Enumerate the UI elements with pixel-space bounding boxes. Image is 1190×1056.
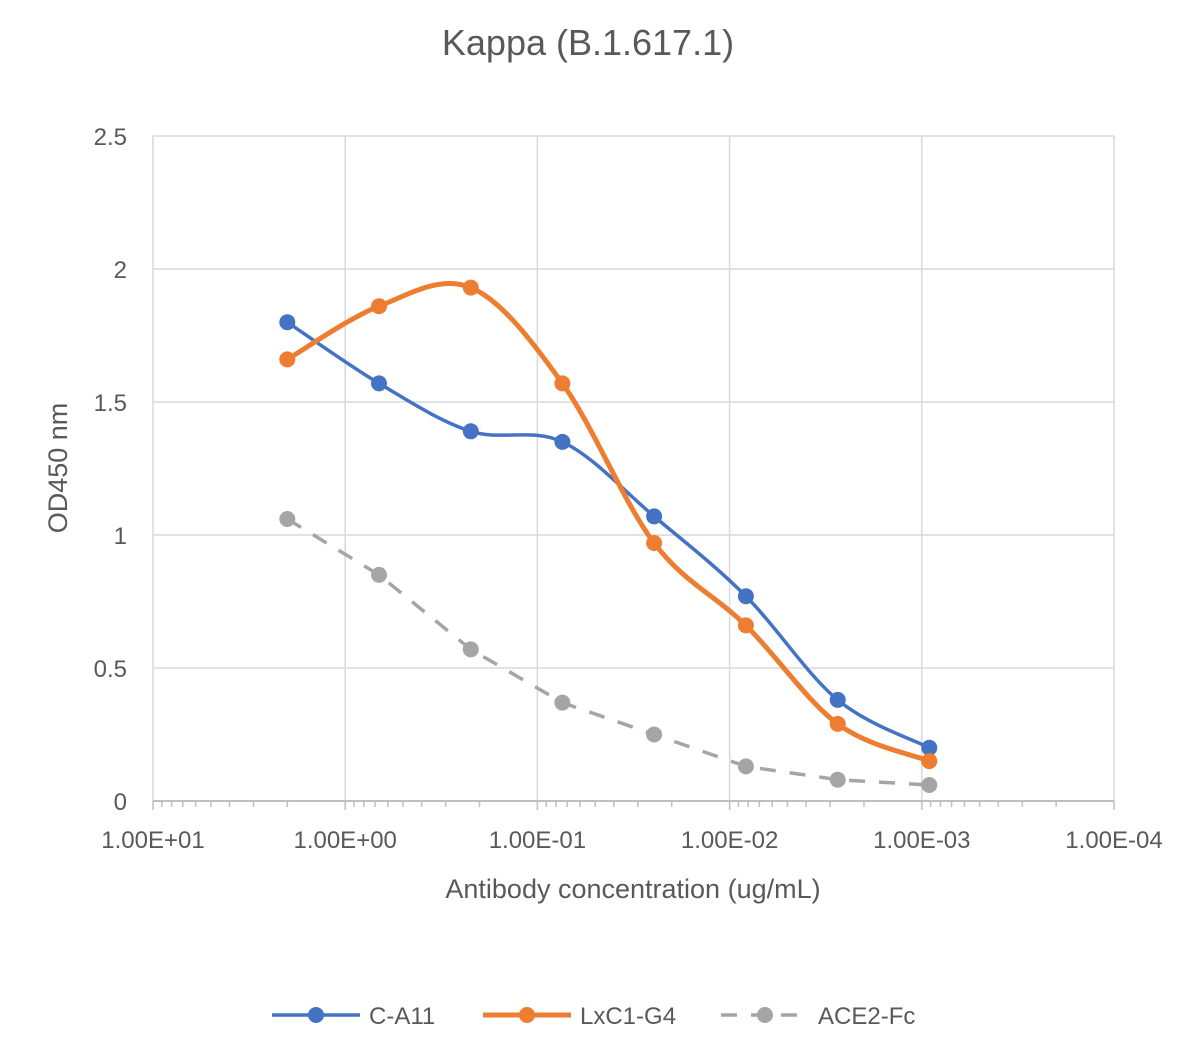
x-tick-label: 1.00E-03 xyxy=(873,827,970,854)
chart-title: Kappa (B.1.617.1) xyxy=(442,22,734,63)
data-point xyxy=(829,715,846,732)
legend-label: C-A11 xyxy=(369,1003,435,1030)
y-axis-label: OD450 nm xyxy=(43,403,73,534)
legend-swatch-marker xyxy=(757,1007,773,1023)
data-point xyxy=(462,423,479,440)
data-point xyxy=(646,726,663,743)
y-tick-label: 0.5 xyxy=(94,656,127,683)
data-point xyxy=(829,771,846,788)
legend-item: C-A11 xyxy=(272,1003,435,1030)
x-axis-label: Antibody concentration (ug/mL) xyxy=(445,874,820,904)
legend-item: ACE2-Fc xyxy=(721,1003,915,1030)
data-point xyxy=(371,298,387,315)
data-point xyxy=(921,753,938,770)
y-tick-label: 1.5 xyxy=(94,390,127,417)
series-line xyxy=(286,517,930,787)
y-tick-label: 0 xyxy=(114,789,127,816)
data-point xyxy=(829,691,846,708)
x-tick-label: 1.00E-01 xyxy=(489,827,586,854)
x-tick-label: 1.00E+00 xyxy=(293,827,396,854)
legend: C-A11 LxC1-G4 ACE2-Fc xyxy=(272,1003,915,1030)
series-line xyxy=(284,281,932,764)
data-point xyxy=(554,694,571,711)
y-tick-label: 2.5 xyxy=(94,124,127,151)
legend-item: LxC1-G4 xyxy=(483,1003,676,1030)
x-tick-label: 1.00E-02 xyxy=(681,827,778,854)
data-point xyxy=(279,314,296,331)
legend-swatch-marker xyxy=(519,1007,535,1023)
y-tick-label: 1 xyxy=(114,523,127,550)
data-point xyxy=(646,535,663,551)
legend-label: LxC1-G4 xyxy=(580,1003,676,1030)
data-point xyxy=(371,566,387,583)
data-point xyxy=(554,433,571,450)
data-point xyxy=(737,758,754,775)
data-point xyxy=(737,588,754,605)
data-point xyxy=(554,375,571,392)
legend-swatch-marker xyxy=(308,1007,324,1023)
data-point xyxy=(462,279,479,296)
data-point xyxy=(462,641,479,658)
series-ace2-fc xyxy=(279,511,938,793)
data-point xyxy=(371,375,387,392)
series-layer xyxy=(279,279,938,793)
data-point xyxy=(279,351,296,368)
x-tick-label: 1.00E+01 xyxy=(101,827,204,854)
x-tick-label: 1.00E-04 xyxy=(1065,827,1162,854)
axes: 0 0.5 1 1.5 2 2.5 1.00E+01 1.00E+00 1.00E-01 1.00… xyxy=(94,124,1163,854)
data-point xyxy=(737,617,754,634)
series-lxc1-g4 xyxy=(279,279,938,770)
data-point xyxy=(921,777,938,793)
legend-label: ACE2-Fc xyxy=(818,1003,915,1030)
y-tick-label: 2 xyxy=(114,257,127,284)
data-point xyxy=(921,739,938,756)
data-point xyxy=(646,508,663,525)
data-point xyxy=(279,511,296,527)
grid xyxy=(152,135,1115,801)
